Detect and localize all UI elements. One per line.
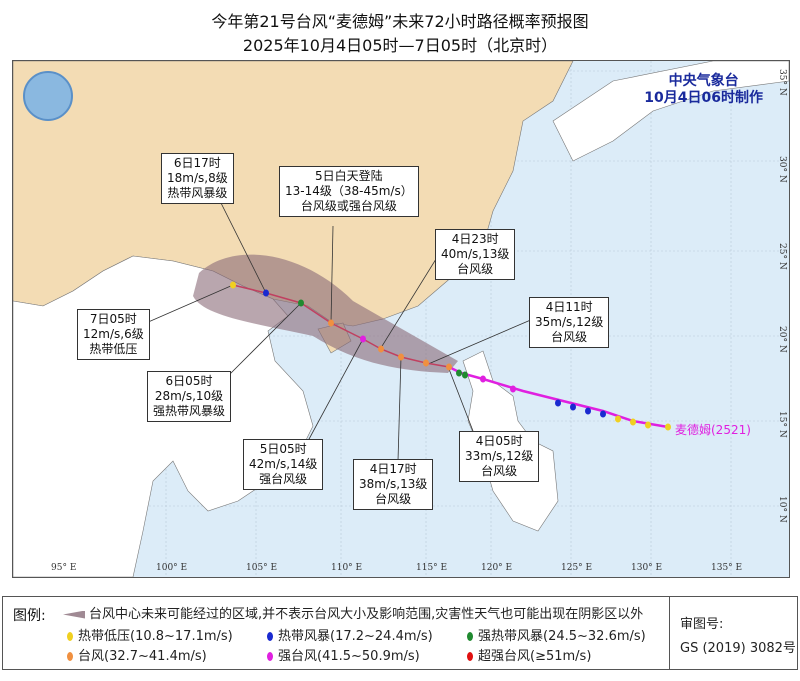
legend-cone: 台风中心未来可能经过的区域,并不表示台风大小及影响范围,灾害性天气也可能出现在阴… bbox=[63, 603, 643, 622]
legend: 图例: 台风中心未来可能经过的区域,并不表示台风大小及影响范围,灾害性天气也可能… bbox=[2, 596, 798, 670]
track-point bbox=[630, 418, 636, 426]
map-title: 今年第21号台风“麦德姆”未来72小时路径概率预报图 bbox=[211, 12, 589, 31]
legend-item: 强台风(41.5~50.9m/s) bbox=[267, 645, 420, 664]
lon-tick: 95° E bbox=[51, 563, 77, 573]
track-point bbox=[570, 403, 576, 411]
lat-tick: 20° N bbox=[777, 326, 787, 353]
typhoon-name-label: 麦德姆(2521) bbox=[675, 423, 751, 437]
typhoon-track-map: 95° E 100° E 105° E 110° E 115° E 120° E… bbox=[12, 60, 790, 578]
lon-tick: 135° E bbox=[711, 563, 743, 573]
track-point bbox=[446, 363, 452, 371]
lon-tick: 130° E bbox=[631, 563, 663, 573]
issue-time: 10月4日06时制作 bbox=[644, 90, 763, 106]
track-point bbox=[600, 410, 606, 418]
track-point bbox=[480, 375, 486, 383]
track-point bbox=[263, 289, 269, 297]
track-point bbox=[398, 353, 404, 361]
lon-tick: 120° E bbox=[481, 563, 513, 573]
track-point bbox=[555, 399, 561, 407]
track-point bbox=[423, 359, 429, 367]
review-number: GS (2019) 3082号 bbox=[680, 641, 796, 656]
lon-tick: 125° E bbox=[561, 563, 593, 573]
legend-title: 图例: bbox=[13, 608, 46, 624]
lat-tick: 10° N bbox=[777, 496, 787, 523]
forecast-label: 6日17时 18m/s,8级 热带风暴级 bbox=[161, 153, 234, 204]
track-point bbox=[645, 421, 651, 429]
track-point bbox=[298, 299, 304, 307]
track-point bbox=[456, 369, 462, 377]
legend-item: 热带低压(10.8~17.1m/s) bbox=[67, 625, 233, 644]
lon-tick: 100° E bbox=[156, 563, 188, 573]
sts-marker-icon bbox=[467, 632, 473, 641]
track-point bbox=[378, 345, 384, 353]
japan-land bbox=[552, 61, 789, 162]
lat-tick: 30° N bbox=[777, 156, 787, 183]
ty-marker-icon bbox=[67, 652, 73, 661]
td-marker-icon bbox=[67, 632, 73, 641]
track-point bbox=[230, 281, 236, 289]
lat-tick: 35° N bbox=[777, 69, 787, 96]
forecast-label: 4日23时 40m/s,13级 台风级 bbox=[435, 229, 516, 280]
track-point bbox=[615, 415, 621, 423]
legend-item: 强热带风暴(24.5~32.6m/s) bbox=[467, 625, 646, 644]
track-point bbox=[462, 371, 468, 379]
forecast-label: 4日17时 38m/s,13级 台风级 bbox=[353, 459, 434, 510]
track-point bbox=[665, 423, 671, 431]
forecast-cone bbox=[193, 254, 458, 373]
sty-marker-icon bbox=[267, 652, 273, 661]
ts-marker-icon bbox=[267, 632, 273, 641]
agency-block: 中央气象台 10月4日06时制作 bbox=[644, 73, 763, 107]
review-number-block: 审图号: GS (2019) 3082号 bbox=[669, 597, 798, 669]
review-label: 审图号: bbox=[680, 617, 724, 632]
forecast-label: 5日白天登陆 13-14级（38-45m/s） 台风级或强台风级 bbox=[279, 166, 419, 217]
legend-item: 台风(32.7~41.4m/s) bbox=[67, 645, 207, 664]
lat-tick: 25° N bbox=[777, 243, 787, 270]
lon-tick: 105° E bbox=[246, 563, 278, 573]
agency-name: 中央气象台 bbox=[668, 73, 739, 89]
track-point bbox=[510, 385, 516, 393]
forecast-label: 4日05时 33m/s,12级 台风级 bbox=[459, 431, 540, 482]
map-subtitle: 2025年10月4日05时—7日05时（北京时） bbox=[242, 36, 558, 55]
cone-swatch-icon bbox=[63, 610, 85, 619]
lon-tick: 110° E bbox=[331, 563, 363, 573]
forecast-label: 7日05时 12m/s,6级 热带低压 bbox=[77, 309, 150, 360]
supty-marker-icon bbox=[467, 652, 473, 661]
leader-lines bbox=[145, 202, 534, 462]
forecast-label: 5日05时 42m/s,14级 强台风级 bbox=[243, 439, 324, 490]
legend-item: 热带风暴(17.2~24.4m/s) bbox=[267, 625, 433, 644]
lat-tick: 15° N bbox=[777, 411, 787, 438]
lon-tick: 115° E bbox=[416, 563, 448, 573]
track-point bbox=[360, 335, 366, 343]
track-point bbox=[585, 407, 591, 415]
cma-logo bbox=[23, 71, 73, 121]
track-point bbox=[328, 319, 334, 327]
forecast-label: 4日11时 35m/s,12级 台风级 bbox=[529, 297, 610, 348]
legend-item: 超强台风(≥51m/s) bbox=[467, 645, 591, 664]
forecast-label: 6日05时 28m/s,10级 强热带风暴级 bbox=[147, 371, 232, 422]
